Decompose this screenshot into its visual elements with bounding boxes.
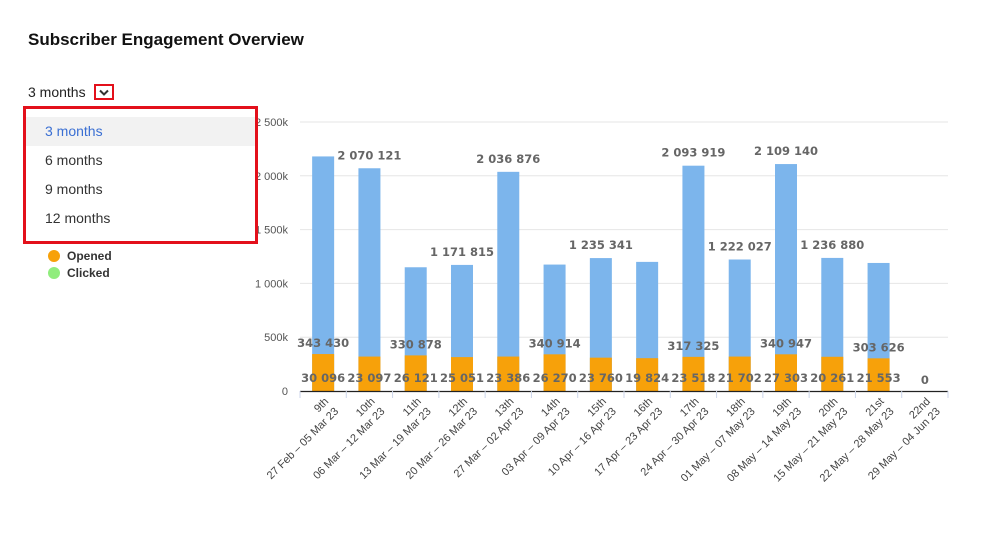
data-label-clicked: 26 270 xyxy=(533,371,577,385)
bar-sent[interactable] xyxy=(682,165,705,391)
bar-opened[interactable] xyxy=(497,356,520,391)
period-dropdown-toggle[interactable] xyxy=(93,84,114,100)
data-label-opened: 343 430 xyxy=(297,336,349,350)
y-tick-label: 0 xyxy=(282,386,288,398)
y-tick-label: 500k xyxy=(264,332,288,344)
data-label-clicked: 19 824 xyxy=(625,371,669,385)
data-label-clicked: 20 261 xyxy=(810,371,854,385)
period-selector[interactable]: 3 months xyxy=(28,82,114,102)
legend-label-opened: Opened xyxy=(67,248,112,263)
bar-opened[interactable] xyxy=(358,356,381,391)
data-label-sent: 1 222 027 xyxy=(708,240,772,254)
period-option-3-months[interactable]: 3 months xyxy=(26,117,255,146)
bar-opened[interactable] xyxy=(589,357,612,391)
data-label-clicked: 23 386 xyxy=(486,371,530,385)
bar-opened[interactable] xyxy=(312,354,335,391)
data-label-sent: 1 171 815 xyxy=(430,245,494,259)
bar-opened[interactable] xyxy=(775,354,797,391)
data-label-sent: 2 109 140 xyxy=(754,144,818,158)
bar-opened[interactable] xyxy=(867,358,890,391)
legend-label-clicked: Clicked xyxy=(67,265,110,280)
bar-opened[interactable] xyxy=(821,356,844,391)
y-axis: 0 500k 1 000k 1 500k 2 000k 2 500k xyxy=(255,117,289,398)
data-label-sent: 0 xyxy=(921,373,929,387)
y-tick-label: 2 500k xyxy=(255,117,289,129)
data-label-sent: 2 093 919 xyxy=(661,146,725,160)
chart-legend: Opened Clicked xyxy=(48,247,112,281)
data-label-clicked: 23 760 xyxy=(579,371,623,385)
data-label-opened: 340 947 xyxy=(760,336,812,350)
period-option-12-months[interactable]: 12 months xyxy=(45,210,111,226)
data-label-clicked: 30 096 xyxy=(301,371,345,385)
data-label-clicked: 25 051 xyxy=(440,371,484,385)
bar-opened[interactable] xyxy=(404,355,427,391)
x-axis: 9th27 Feb – 05 Mar 23 10th06 Mar – 12 Mar… xyxy=(265,390,949,484)
data-label-clicked: 23 518 xyxy=(671,371,715,385)
bar-opened[interactable] xyxy=(682,356,705,391)
bar-opened[interactable] xyxy=(543,354,566,391)
chart-data-labels: 343 430 30 096 2 070 121 23 097 330 878 26 12… xyxy=(297,144,929,387)
period-dropdown-menu: 3 months 6 months 9 months 12 months xyxy=(23,106,258,244)
page-title: Subscriber Engagement Overview xyxy=(28,30,304,49)
period-option-9-months[interactable]: 9 months xyxy=(45,181,103,197)
period-option-6-months[interactable]: 6 months xyxy=(45,152,103,168)
legend-item-clicked[interactable]: Clicked xyxy=(48,264,112,281)
data-label-clicked: 26 121 xyxy=(394,371,438,385)
chevron-down-icon xyxy=(98,89,109,96)
data-label-clicked: 27 303 xyxy=(764,371,808,385)
data-label-clicked: 21 553 xyxy=(857,371,901,385)
bar-sent[interactable] xyxy=(358,168,381,391)
data-label-opened: 340 914 xyxy=(529,336,581,350)
data-label-sent: 2 036 876 xyxy=(476,152,540,166)
y-tick-label: 1 500k xyxy=(255,225,289,237)
data-label-opened: 330 878 xyxy=(390,337,442,351)
data-label-opened: 303 626 xyxy=(853,340,905,354)
data-label-clicked: 21 702 xyxy=(718,371,762,385)
bar-opened[interactable] xyxy=(636,358,659,391)
legend-item-opened[interactable]: Opened xyxy=(48,247,112,264)
data-label-clicked: 23 097 xyxy=(347,371,391,385)
legend-dot-clicked xyxy=(48,266,60,279)
chart-bars xyxy=(312,156,890,391)
y-tick-label: 1 000k xyxy=(255,278,289,290)
data-label-sent: 1 235 341 xyxy=(569,238,633,252)
bar-sent[interactable] xyxy=(497,171,520,391)
bar-opened[interactable] xyxy=(728,356,751,391)
bar-opened[interactable] xyxy=(451,357,473,391)
data-label-sent: 2 070 121 xyxy=(337,148,401,162)
period-selected-label: 3 months xyxy=(28,84,86,100)
data-label-opened: 317 325 xyxy=(667,339,719,353)
data-label-sent: 1 236 880 xyxy=(800,238,864,252)
legend-dot-opened xyxy=(48,249,60,262)
bar-sent[interactable] xyxy=(312,156,335,391)
bar-sent[interactable] xyxy=(775,164,797,391)
y-tick-label: 2 000k xyxy=(255,171,289,183)
